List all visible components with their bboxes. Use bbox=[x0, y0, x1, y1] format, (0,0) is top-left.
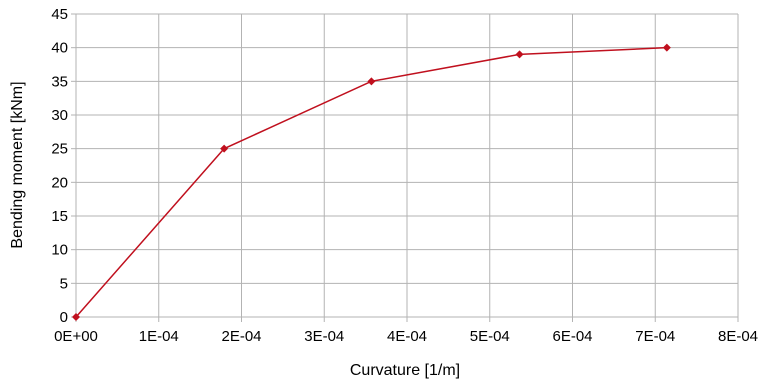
x-tick-label: 6E-04 bbox=[552, 328, 592, 345]
y-axis-title: Bending moment [kNm] bbox=[9, 81, 26, 248]
x-tick-label: 8E-04 bbox=[718, 328, 758, 345]
y-tick-label: 40 bbox=[51, 40, 68, 57]
x-tick-label: 2E-04 bbox=[221, 328, 261, 345]
y-tick-label: 25 bbox=[51, 141, 68, 158]
y-tick-label: 30 bbox=[51, 107, 68, 124]
data-point bbox=[367, 77, 376, 86]
y-tick-label: 0 bbox=[60, 309, 68, 326]
x-axis-title: Curvature [1/m] bbox=[350, 362, 460, 379]
y-tick-label: 45 bbox=[51, 6, 68, 23]
data-point bbox=[662, 43, 671, 52]
y-tick-label: 35 bbox=[51, 73, 68, 90]
x-tick-labels: 0E+00 1E-04 2E-04 3E-04 4E-04 5E-04 6E-04 7E-04… bbox=[54, 328, 758, 345]
x-tick-label: 7E-04 bbox=[635, 328, 675, 345]
y-tick-label: 20 bbox=[51, 174, 68, 191]
x-tick-label: 3E-04 bbox=[304, 328, 344, 345]
x-tick-label: 4E-04 bbox=[387, 328, 427, 345]
y-tick-label: 5 bbox=[60, 275, 68, 292]
x-tick-label: 1E-04 bbox=[139, 328, 179, 345]
data-point bbox=[515, 50, 524, 59]
y-tick-label: 10 bbox=[51, 242, 68, 259]
data-point bbox=[72, 313, 80, 321]
axes bbox=[71, 13, 739, 322]
y-tick-label: 15 bbox=[51, 208, 68, 225]
data-point bbox=[220, 144, 229, 153]
y-tick-labels: 0 5 10 15 20 25 30 35 40 45 bbox=[51, 6, 68, 326]
x-tick-label: 0E+00 bbox=[54, 328, 98, 345]
gridlines bbox=[76, 13, 739, 317]
series-group bbox=[72, 43, 671, 321]
x-tick-label: 5E-04 bbox=[470, 328, 510, 345]
